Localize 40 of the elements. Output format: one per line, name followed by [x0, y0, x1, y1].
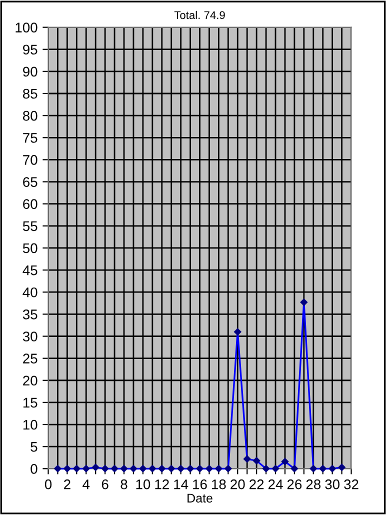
y-tick-label: 70 — [23, 155, 38, 165]
x-tick-label: 10 — [136, 479, 150, 490]
y-tick-label: 50 — [22, 243, 38, 254]
y-tick-label: 95 — [23, 44, 38, 55]
x-axis-title: Date — [188, 494, 212, 503]
y-tick-label: 100 — [16, 22, 38, 32]
x-tick-label: 30 — [325, 479, 340, 490]
x-tick-label: 2 — [64, 479, 70, 490]
x-tick-label: 0 — [44, 479, 52, 490]
y-tick-label: 15 — [23, 398, 38, 408]
y-tick-label: 5 — [30, 442, 38, 452]
y-tick-label: 0 — [30, 464, 38, 474]
y-tick-label: 65 — [23, 177, 38, 187]
x-tick-label: 26 — [287, 479, 302, 490]
y-tick-label: 85 — [22, 88, 38, 99]
x-tick-label: 14 — [174, 480, 188, 490]
x-tick-label: 18 — [212, 479, 226, 490]
chart-title: Total. 74.9 — [174, 10, 225, 20]
x-tick-label: 6 — [102, 479, 108, 490]
x-tick-label: 4 — [82, 480, 90, 490]
x-tick-label: 20 — [230, 479, 245, 490]
y-tick-label: 25 — [23, 354, 38, 364]
x-tick-label: 8 — [120, 479, 128, 490]
y-tick-label: 55 — [22, 221, 38, 232]
y-tick-label: 30 — [22, 332, 38, 342]
x-tick-label: 32 — [344, 479, 358, 490]
x-tick-label: 24 — [268, 479, 283, 490]
y-tick-label: 35 — [22, 310, 38, 320]
y-tick-label: 90 — [23, 66, 38, 77]
y-tick-label: 10 — [23, 420, 38, 430]
x-tick-label: 22 — [250, 479, 264, 490]
y-tick-label: 80 — [22, 110, 38, 121]
y-tick-label: 40 — [22, 287, 38, 298]
x-tick-label: 28 — [306, 479, 321, 490]
x-tick-label: 16 — [193, 479, 207, 490]
y-tick-label: 20 — [23, 376, 38, 386]
y-tick-label: 45 — [22, 266, 38, 276]
y-tick-label: 60 — [23, 199, 38, 210]
y-tick-label: 75 — [23, 133, 38, 143]
x-tick-label: 12 — [155, 479, 169, 490]
